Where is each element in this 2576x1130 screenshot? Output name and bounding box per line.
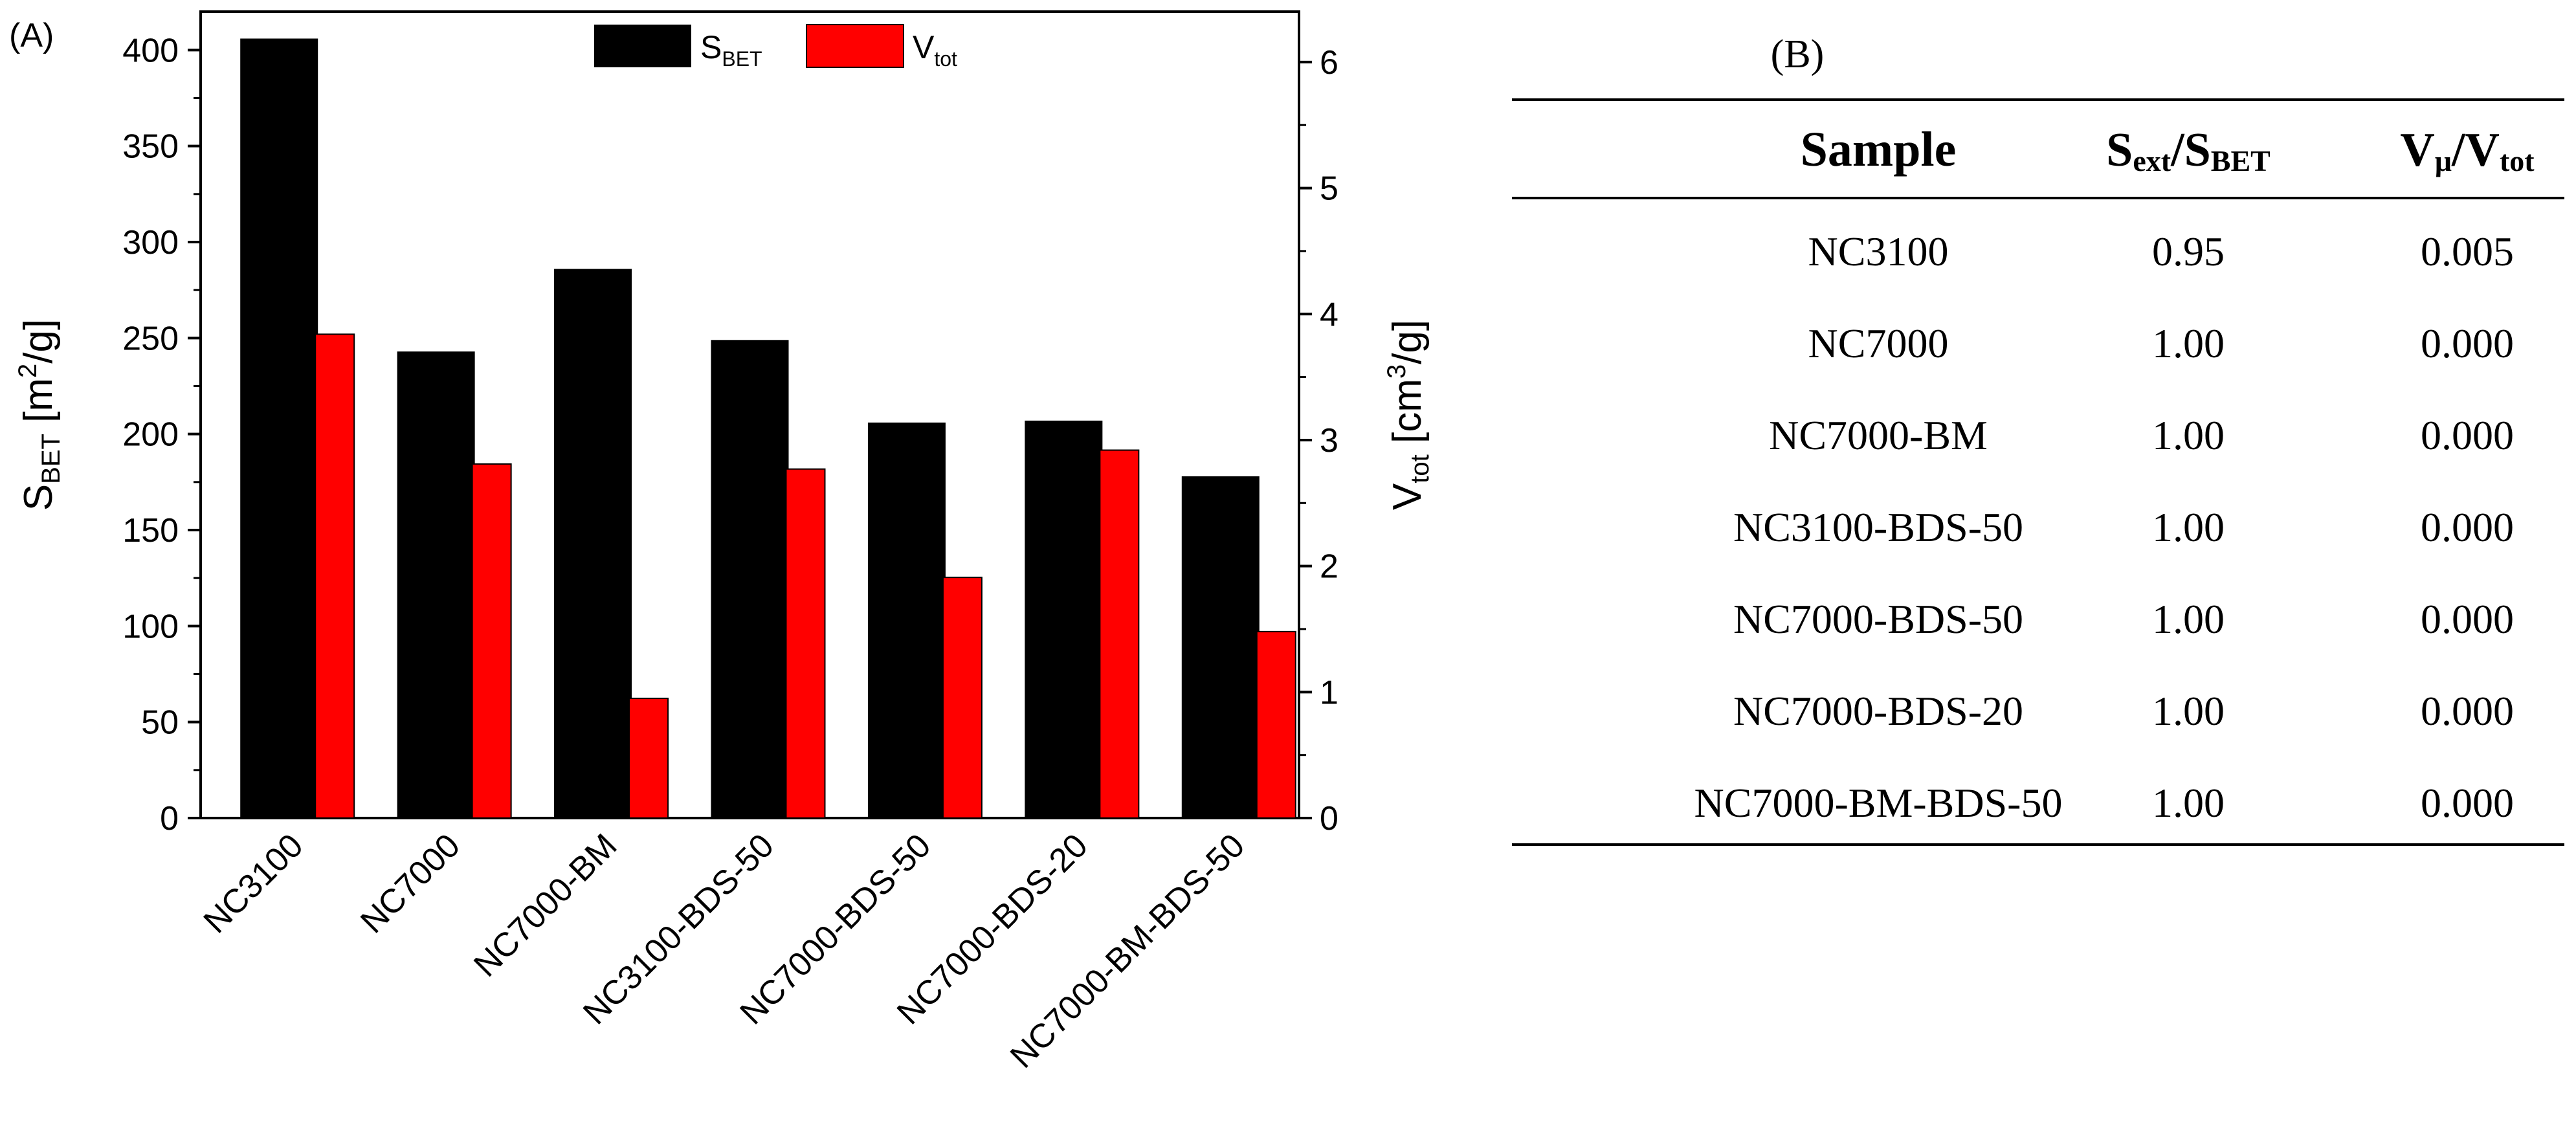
legend-swatch-sbet xyxy=(594,25,691,67)
bar-sbet-nc7000-bm-bds-50 xyxy=(1181,476,1260,818)
cell-sample: NC7000-BM-BDS-50 xyxy=(1694,780,2063,826)
cell-v-ratio: 0.000 xyxy=(2421,688,2514,734)
cell-sample: NC3100 xyxy=(1808,228,1949,274)
y-left-tick-label: 200 xyxy=(122,416,179,454)
y-left-tick-label: 0 xyxy=(160,800,179,837)
y-right-tick-label: 2 xyxy=(1320,548,1338,586)
y-right-tick-label: 5 xyxy=(1320,170,1338,208)
y-right-tick-label: 1 xyxy=(1320,674,1338,711)
legend-label-sbet: SBET xyxy=(700,29,762,71)
bar-sbet-nc7000-bds-20 xyxy=(1025,420,1103,818)
y-left-axis-title: SBET [m2/g] xyxy=(14,319,65,511)
data-table: (B) Sample Sext/SBET Vμ/Vtot NC3100 0.95 0… xyxy=(1512,32,2564,846)
table-row: NC7000-BM 1.00 0.000 xyxy=(1769,412,2514,458)
cell-s-ratio: 1.00 xyxy=(2152,780,2225,826)
cell-s-ratio: 0.95 xyxy=(2152,228,2225,274)
cell-s-ratio: 1.00 xyxy=(2152,596,2225,642)
cell-s-ratio: 1.00 xyxy=(2152,320,2225,366)
category-label: NC7000-BM xyxy=(467,826,624,984)
header-v-ratio: Vμ/Vtot xyxy=(2400,124,2535,177)
y-right-tick-label: 3 xyxy=(1320,422,1338,460)
y-left-tick-label: 300 xyxy=(122,224,179,261)
bar-sbet-nc3100-bds-50 xyxy=(711,340,789,818)
cell-v-ratio: 0.000 xyxy=(2421,320,2514,366)
bar-vtot-nc7000-bds-20 xyxy=(1099,449,1140,819)
legend-swatch-vtot xyxy=(806,24,904,68)
y-left-tick-label: 250 xyxy=(122,320,179,357)
table-row: NC3100 0.95 0.005 xyxy=(1808,228,2514,274)
y-left-tick-label: 350 xyxy=(122,128,179,166)
cell-sample: NC7000 xyxy=(1808,320,1949,366)
y-right-tick-label: 6 xyxy=(1320,44,1338,82)
bar-sbet-nc7000 xyxy=(397,351,475,818)
bar-sbet-nc7000-bds-50 xyxy=(867,422,946,818)
category-label: NC3100 xyxy=(197,826,311,940)
bar-vtot-nc3100 xyxy=(315,333,355,819)
y-right-axis-title: Vtot [cm3/g] xyxy=(1382,320,1434,510)
right-axis: 0 1 2 3 4 5 6 xyxy=(1299,44,1338,837)
cell-s-ratio: 1.00 xyxy=(2152,504,2225,550)
y-right-tick-label: 0 xyxy=(1320,800,1338,837)
y-left-tick-label: 100 xyxy=(122,608,179,645)
cell-v-ratio: 0.005 xyxy=(2421,228,2514,274)
y-left-tick-label: 150 xyxy=(122,512,179,549)
bar-sbet-nc3100 xyxy=(240,38,318,819)
bars xyxy=(240,38,1296,819)
bar-vtot-nc7000-bm-bds-50 xyxy=(1256,630,1296,819)
panel-label-b: (B) xyxy=(1771,32,1825,76)
cell-sample: NC7000-BDS-50 xyxy=(1733,596,2023,642)
cell-s-ratio: 1.00 xyxy=(2152,688,2225,734)
bar-vtot-nc7000-bds-50 xyxy=(942,577,983,819)
cell-sample: NC7000-BDS-20 xyxy=(1733,688,2023,734)
cell-v-ratio: 0.000 xyxy=(2421,412,2514,458)
bar-sbet-nc7000-bm xyxy=(554,269,632,818)
cell-s-ratio: 1.00 xyxy=(2152,412,2225,458)
table-row: NC7000-BDS-50 1.00 0.000 xyxy=(1733,596,2514,642)
panel-label-a: (A) xyxy=(9,17,54,54)
header-s-ratio: Sext/SBET xyxy=(2106,124,2271,177)
legend-label-vtot: Vtot xyxy=(913,29,957,71)
bar-vtot-nc7000-bm xyxy=(628,698,669,819)
table-row: NC7000-BDS-20 1.00 0.000 xyxy=(1733,688,2514,734)
table-row: NC3100-BDS-50 1.00 0.000 xyxy=(1733,504,2514,550)
bar-vtot-nc3100-bds-50 xyxy=(785,468,826,819)
legend: SBET Vtot xyxy=(594,24,957,71)
cell-sample: NC3100-BDS-50 xyxy=(1733,504,2023,550)
category-labels: NC3100 NC7000 NC7000-BMNC3100-BDS-50NC7000… xyxy=(197,826,1252,1075)
header-sample: Sample xyxy=(1801,122,1957,177)
y-left-tick-label: 400 xyxy=(122,32,179,69)
category-label: NC7000 xyxy=(353,826,467,940)
y-left-tick-label: 50 xyxy=(141,704,179,742)
cell-v-ratio: 0.000 xyxy=(2421,780,2514,826)
table-row: NC7000 1.00 0.000 xyxy=(1808,320,2514,366)
left-axis: 0 50 100 150 200 250 300 350 400 xyxy=(122,32,201,837)
bar-vtot-nc7000 xyxy=(471,463,512,819)
y-right-tick-label: 4 xyxy=(1320,296,1338,333)
cell-sample: NC7000-BM xyxy=(1769,412,1988,458)
table-row: NC7000-BM-BDS-50 1.00 0.000 xyxy=(1694,780,2514,826)
cell-v-ratio: 0.000 xyxy=(2421,504,2514,550)
cell-v-ratio: 0.000 xyxy=(2421,596,2514,642)
